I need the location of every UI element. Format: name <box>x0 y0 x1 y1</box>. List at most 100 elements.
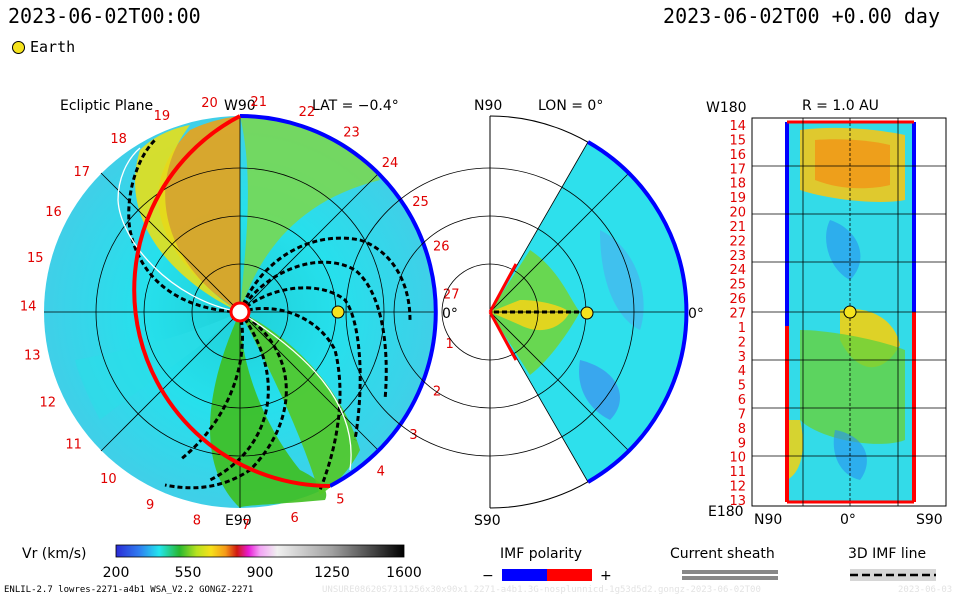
colorbar-tick-label: 1250 <box>314 565 350 581</box>
radial-row-label: 5 <box>738 379 746 394</box>
radial-row-label: 7 <box>738 408 746 423</box>
carrington-label: 8 <box>193 514 201 529</box>
fast-wind-cyan <box>75 312 240 420</box>
imf-polarity-plus: + <box>600 568 612 584</box>
carrington-label: 15 <box>27 251 44 266</box>
radial-row-label: 2 <box>738 335 746 350</box>
radial-row-label: 26 <box>729 292 746 307</box>
radial-row-label: 27 <box>729 307 746 322</box>
radial-row-label: 13 <box>729 494 746 509</box>
radial-row-label: 20 <box>729 206 746 221</box>
ecliptic-bottom-label: E90 <box>225 513 252 529</box>
earth-icon <box>843 305 857 319</box>
meridional-lon-label: LON = 0° <box>538 98 603 114</box>
carrington-label: 4 <box>377 465 385 480</box>
carrington-label: 9 <box>146 498 154 513</box>
carrington-label: 6 <box>291 511 299 526</box>
datetime-right: 2023-06-02T00 +0.00 day <box>663 4 940 28</box>
sun-icon <box>229 301 251 323</box>
ecliptic-plane-plot <box>44 114 438 508</box>
radial-row-label: 12 <box>729 480 746 495</box>
radial-row-label: 21 <box>729 220 746 235</box>
radial-row-label: 24 <box>729 263 746 278</box>
radial-row-label: 4 <box>738 364 746 379</box>
meridional-top-label: N90 <box>474 98 502 114</box>
imf-spiral-lines <box>127 138 412 491</box>
carrington-label: 13 <box>24 349 41 364</box>
radial-top-left-label: W180 <box>706 100 747 116</box>
radial-row-label: 16 <box>729 148 746 163</box>
carrington-label: 18 <box>110 132 127 147</box>
carrington-label: 12 <box>40 395 57 410</box>
colorbar-label: Vr (km/s) <box>22 546 86 562</box>
radial-row-label: 14 <box>729 119 746 134</box>
imf-line-title: 3D IMF line <box>848 546 926 562</box>
earth-icon <box>331 305 345 319</box>
colorbar-tick-label: 1600 <box>386 565 422 581</box>
current-sheath-lines <box>117 147 352 471</box>
radial-row-label: 6 <box>738 393 746 408</box>
radial-row-label: 15 <box>729 133 746 148</box>
datetime-left: 2023-06-02T00:00 <box>8 4 201 28</box>
radial-row-labels: 1415161718192021222324252627123456789101… <box>729 119 746 509</box>
vr-colorbar <box>115 544 405 558</box>
carrington-label: 23 <box>343 126 360 141</box>
footer-model-info: ENLIL-2.7 lowres-2271-a4b1 WSA_V2.2 GONG… <box>4 585 254 595</box>
earth-icon <box>580 306 594 320</box>
meridional-plane-plot <box>345 115 689 509</box>
imf-polarity-minus: − <box>482 568 494 584</box>
imf-polarity-negative-swatch <box>502 569 547 581</box>
carrington-label: 10 <box>100 472 117 487</box>
carrington-label: 1 <box>446 337 454 352</box>
radial-row-label: 9 <box>738 436 746 451</box>
carrington-label: 11 <box>65 437 82 452</box>
colorbar-tick-label: 550 <box>175 565 202 581</box>
carrington-label: 7 <box>242 518 250 533</box>
carrington-label: 19 <box>154 109 171 124</box>
slow-wind-green-top <box>240 116 380 312</box>
footer-run-id: UNSURE08620S7311256x30x90x1.2271-a4b1.3G… <box>322 585 761 595</box>
ecliptic-title: Ecliptic Plane <box>60 98 153 114</box>
radial-bottom-left-label: E180 <box>708 504 744 520</box>
colorbar-tick-label: 900 <box>247 565 274 581</box>
slow-wind-yellow <box>135 125 240 312</box>
carrington-label: 24 <box>382 156 399 171</box>
carrington-label: 17 <box>74 165 91 180</box>
radial-x-label-0: 0° <box>840 512 856 528</box>
radial-panel-plot <box>751 117 947 507</box>
earth-icon <box>12 40 25 54</box>
outer-ring-positive <box>132 114 331 488</box>
meridional-right-label: 0° <box>688 306 704 322</box>
imf-polarity-positive-swatch <box>547 569 592 581</box>
carrington-label: 3 <box>409 428 417 443</box>
colorbar-tick-label: 200 <box>103 565 130 581</box>
outer-ring-negative <box>239 114 438 488</box>
radial-row-label: 22 <box>729 234 746 249</box>
carrington-label: 14 <box>20 300 37 315</box>
radial-row-label: 17 <box>729 162 746 177</box>
carrington-label: 27 <box>443 288 460 303</box>
radial-row-label: 18 <box>729 177 746 192</box>
carrington-label: 25 <box>412 195 429 210</box>
earth-legend: Earth <box>12 38 75 56</box>
radial-x-label-s90: S90 <box>916 512 943 528</box>
radial-row-label: 10 <box>729 451 746 466</box>
earth-legend-label: Earth <box>30 38 76 56</box>
carrington-label: 16 <box>45 205 62 220</box>
imf-polarity-title: IMF polarity <box>500 546 582 562</box>
radial-x-label-n90: N90 <box>754 512 782 528</box>
current-sheath-title: Current sheath <box>670 546 775 562</box>
slow-wind-green-right <box>240 312 360 495</box>
colorbar-ticks: 200 550 900 1250 1600 <box>103 565 422 581</box>
radial-row-label: 23 <box>729 249 746 264</box>
radial-row-label: 19 <box>729 191 746 206</box>
meridional-bottom-label: S90 <box>474 513 501 529</box>
radial-row-label: 25 <box>729 278 746 293</box>
ecliptic-right-label: 0° <box>442 306 458 322</box>
radial-r-label: R = 1.0 AU <box>802 98 879 114</box>
carrington-label: 21 <box>250 95 267 110</box>
carrington-label: 22 <box>299 105 316 120</box>
